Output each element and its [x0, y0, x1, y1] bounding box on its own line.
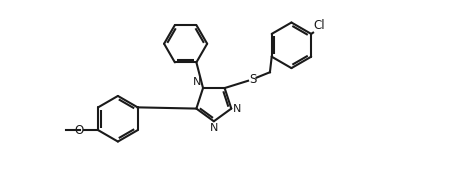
Text: O: O — [74, 124, 83, 137]
Text: N: N — [233, 104, 241, 114]
Text: N: N — [193, 77, 202, 87]
Text: N: N — [210, 123, 219, 133]
Text: Cl: Cl — [314, 19, 325, 32]
Text: S: S — [249, 73, 256, 86]
